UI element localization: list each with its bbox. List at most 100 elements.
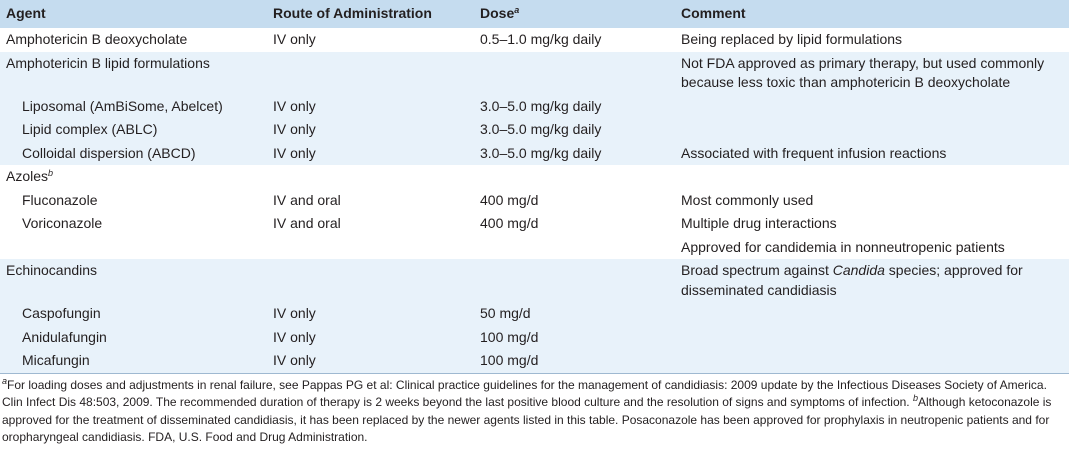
cell-text: Amphotericin B deoxycholate <box>6 31 188 47</box>
comment-cell: Not FDA approved as primary therapy, but… <box>675 51 1069 95</box>
route-cell: IV only <box>267 118 474 142</box>
group-row: Azolesb <box>0 165 1069 189</box>
agent-cell: Liposomal (AmBiSome, Abelcet) <box>0 94 267 118</box>
comment-cell <box>675 118 1069 142</box>
dose-cell: 3.0–5.0 mg/kg daily <box>474 118 675 142</box>
comment-cell: Most commonly used <box>675 189 1069 213</box>
agent-cell: Colloidal dispersion (ABCD) <box>0 141 267 165</box>
item-row: Caspofungin IV only 50 mg/d <box>0 302 1069 326</box>
cell-text: Echinocandins <box>6 262 98 278</box>
agent-cell: Fluconazole <box>0 189 267 213</box>
item-row: Voriconazole IV and oral 400 mg/d Multiple … <box>0 212 1069 236</box>
drug-table: Agent Route of Administration Dosea Comment… <box>0 0 1069 374</box>
item-row: Approved for candidemia in nonneutropeni… <box>0 236 1069 260</box>
route-cell: IV only <box>267 28 474 52</box>
agent-cell: Caspofungin <box>0 302 267 326</box>
cell-text: Multiple drug interactions <box>681 215 837 231</box>
route-cell: IV only <box>267 325 474 349</box>
dose-cell: 3.0–5.0 mg/kg daily <box>474 94 675 118</box>
cell-text: 3.0–5.0 mg/kg daily <box>480 97 602 114</box>
agent-cell: Amphotericin B deoxycholate <box>0 28 267 52</box>
item-row: Fluconazole IV and oral 400 mg/d Most commo… <box>0 189 1069 213</box>
route-cell: IV only <box>267 94 474 118</box>
cell-text: 50 mg/d <box>480 305 531 321</box>
text-segment: Broad spectrum against <box>681 262 833 278</box>
agent-cell <box>0 236 267 260</box>
table-body: Amphotericin B deoxycholate IV only 0.5–1.… <box>0 28 1069 374</box>
cell-text: Fluconazole <box>22 191 98 208</box>
footnote-marker: b <box>48 168 54 178</box>
agent-cell: Amphotericin B lipid formulations <box>0 51 267 95</box>
comment-cell: Associated with frequent infusion reacti… <box>675 141 1069 165</box>
dose-cell: 400 mg/d <box>474 189 675 213</box>
text-segment: species; approved for disseminated candi… <box>681 262 1023 298</box>
comment-cell: Approved for candidemia in nonneutropeni… <box>675 236 1069 260</box>
dose-cell <box>474 165 675 189</box>
route-cell <box>267 259 474 302</box>
route-cell: IV only <box>267 349 474 374</box>
cell-text: Azoles <box>6 168 49 184</box>
dose-cell <box>474 236 675 260</box>
cell-text: Anidulafungin <box>22 328 107 345</box>
header-text: Dose <box>480 5 515 21</box>
cell-text: Colloidal dispersion (ABCD) <box>22 144 196 161</box>
cell-text: IV only <box>273 328 316 345</box>
comment-cell: Broad spectrum against Candida species; … <box>675 259 1069 302</box>
cell-text: 0.5–1.0 mg/kg daily <box>480 31 602 47</box>
route-cell: IV only <box>267 302 474 326</box>
route-cell <box>267 236 474 260</box>
group-row: Amphotericin B deoxycholate IV only 0.5–1.… <box>0 28 1069 52</box>
cell-text: Voriconazole <box>22 215 103 231</box>
route-cell: IV and oral <box>267 212 474 236</box>
cell-text: IV only <box>273 121 316 137</box>
cell-text: Amphotericin B lipid formulations <box>6 54 210 71</box>
item-row: Anidulafungin IV only 100 mg/d <box>0 325 1069 349</box>
dose-cell: 100 mg/d <box>474 349 675 374</box>
cell-text: IV and oral <box>273 191 341 208</box>
cell-text: IV only <box>273 352 316 368</box>
route-cell <box>267 51 474 95</box>
dose-cell <box>474 259 675 302</box>
cell-text: IV only <box>273 144 316 161</box>
agent-cell: Azolesb <box>0 165 267 189</box>
agent-cell: Micafungin <box>0 349 267 374</box>
cell-text: IV and oral <box>273 215 341 231</box>
dose-cell: 100 mg/d <box>474 325 675 349</box>
header-text: Route of Administration <box>273 5 432 21</box>
comment-cell <box>675 302 1069 326</box>
cell-text: Associated with frequent infusion reacti… <box>681 144 947 161</box>
item-row: Lipid complex (ABLC) IV only 3.0–5.0 mg/kg… <box>0 118 1069 142</box>
cell-text: 400 mg/d <box>480 191 539 208</box>
cell-text: 3.0–5.0 mg/kg daily <box>480 144 602 161</box>
footnote-text: For loading doses and adjustments in ren… <box>2 377 1047 410</box>
cell-text: Approved for candidemia in nonneutropeni… <box>681 238 1005 255</box>
cell-text: Most commonly used <box>681 191 814 208</box>
agent-cell: Voriconazole <box>0 212 267 236</box>
cell-text: Micafungin <box>22 352 90 368</box>
comment-cell <box>675 94 1069 118</box>
column-header: Agent <box>0 0 267 28</box>
footnotes: aFor loading doses and adjustments in re… <box>0 374 1069 447</box>
header-text: Comment <box>681 5 746 21</box>
footnote: bAlthough ketoconazole is approved for t… <box>2 394 1051 445</box>
cell-text: Caspofungin <box>22 305 101 321</box>
route-cell: IV and oral <box>267 189 474 213</box>
group-row: Echinocandins Broad spectrum against Cand… <box>0 259 1069 302</box>
cell-text: IV only <box>273 31 316 47</box>
column-header: Comment <box>675 0 1069 28</box>
dose-cell: 400 mg/d <box>474 212 675 236</box>
agent-cell: Anidulafungin <box>0 325 267 349</box>
dose-cell: 3.0–5.0 mg/kg daily <box>474 141 675 165</box>
route-cell <box>267 165 474 189</box>
item-row: Colloidal dispersion (ABCD) IV only 3.0–5.… <box>0 141 1069 165</box>
comment-cell <box>675 325 1069 349</box>
group-row: Amphotericin B lipid formulations Not FDA… <box>0 51 1069 95</box>
agent-cell: Echinocandins <box>0 259 267 302</box>
comment-cell <box>675 349 1069 374</box>
comment-cell <box>675 165 1069 189</box>
cell-text: Being replaced by lipid formulations <box>681 31 903 47</box>
footnote-marker: a <box>514 5 520 15</box>
cell-text: Not FDA approved as primary therapy, but… <box>681 54 1045 91</box>
column-header: Dosea <box>474 0 675 28</box>
